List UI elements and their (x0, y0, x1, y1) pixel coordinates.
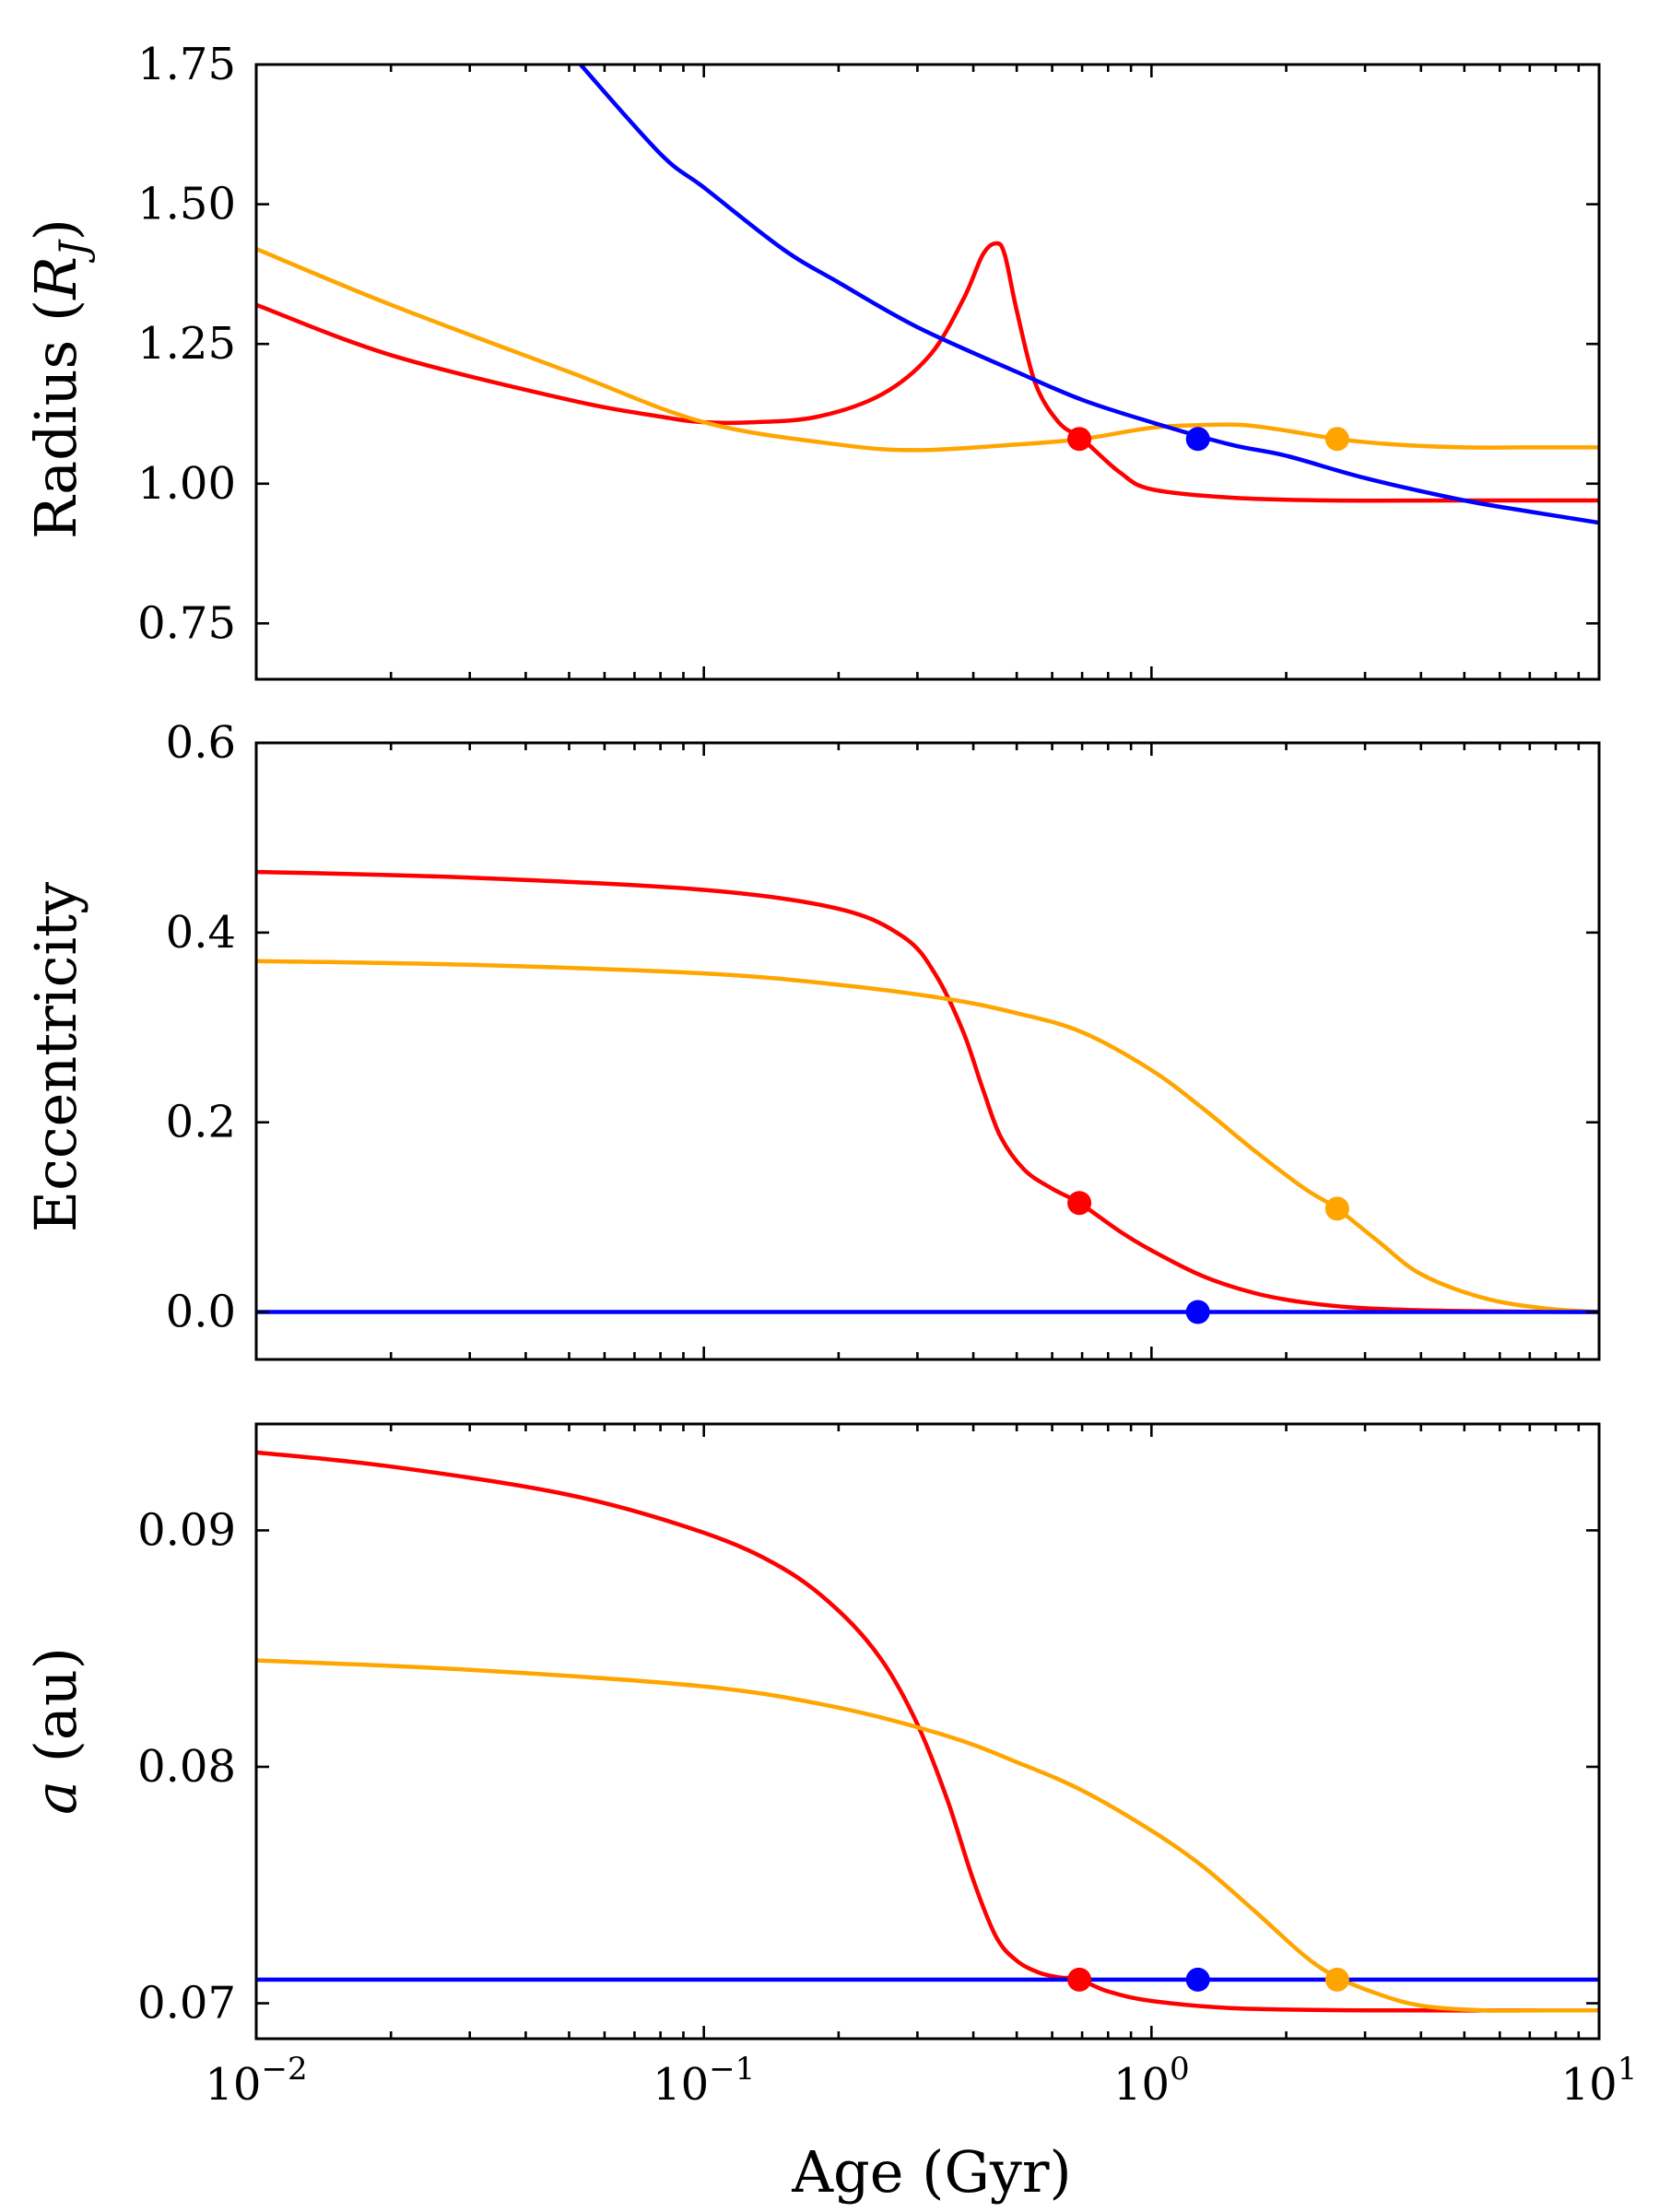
semimajor-axis-y-tick-label: 0.08 (137, 1741, 236, 1793)
x-tick-base: 10 (1113, 2059, 1170, 2111)
eccentricity-y-tick-label: 0.6 (166, 717, 236, 769)
eccentricity-series-layer (256, 869, 1599, 1314)
radius-red-marker (1067, 427, 1092, 452)
radius-ylabel-symbol: R (22, 256, 89, 300)
semimajor-axis-y-tick-label: 0.09 (137, 1504, 236, 1556)
eccentricity-red-line (256, 869, 1599, 1314)
semimajor-axis-ylabel-symbol: a (22, 1781, 89, 1815)
radius-blue-line (578, 65, 1599, 525)
semimajor-axis-marker-layer (1067, 1967, 1349, 1992)
semimajor-axis-panel: 0.07 0.08 0.09 a (au) (22, 1422, 1601, 2041)
semimajor-axis-y-tick-label: 0.07 (137, 1978, 236, 2030)
radius-panel: 0.75 1.00 1.25 1.50 1.75 Radius (RJ) (22, 39, 1601, 681)
x-tick-base: 10 (653, 2059, 709, 2111)
eccentricity-orange-marker (1324, 1196, 1349, 1221)
radius-y-tick-label: 1.75 (137, 39, 236, 90)
eccentricity-y-tick-label: 0.2 (166, 1097, 236, 1148)
semimajor-axis-axes-frame (254, 1422, 1601, 2041)
semimajor-axis-red-line (256, 1450, 1599, 2013)
radius-y-tick-label: 1.25 (137, 318, 236, 370)
eccentricity-orange-line (256, 959, 1599, 1314)
radius-tick-labels: 0.75 1.00 1.25 1.50 1.75 (137, 39, 236, 649)
x-tick-base: 10 (205, 2059, 261, 2111)
radius-marker-layer (1067, 427, 1349, 452)
radius-axes-frame (254, 63, 1601, 681)
semimajor-axis-orange-line (256, 1658, 1599, 2013)
radius-y-tick-label: 0.75 (137, 597, 236, 649)
eccentricity-blue-marker (1185, 1300, 1210, 1324)
semimajor-axis-red-marker (1067, 1967, 1092, 1992)
semimajor-axis-tick-labels: 0.07 0.08 0.09 (137, 1504, 236, 2029)
radius-red-line (256, 241, 1599, 503)
semimajor-axis-orange-marker (1324, 1967, 1349, 1992)
eccentricity-red-marker (1067, 1191, 1092, 1216)
semimajor-axis-series-layer (256, 1450, 1599, 2013)
eccentricity-y-tick-label: 0.4 (166, 907, 236, 959)
eccentricity-panel: 0.0 0.2 0.4 0.6 Eccentricity (22, 717, 1601, 1361)
x-tick-label: 100 (1113, 2051, 1190, 2111)
radius-y-tick-label: 1.00 (137, 458, 236, 510)
x-tick-label: 101 (1561, 2051, 1638, 2111)
semimajor-axis-ylabel-text: (au) (22, 1647, 89, 1781)
x-tick-label: 10−1 (653, 2051, 755, 2111)
radius-ylabel-close: ) (22, 218, 89, 241)
eccentricity-marker-layer (1067, 1191, 1349, 1324)
x-tick-exponent: 0 (1170, 2051, 1190, 2088)
x-tick-labels: 10−2 10−1 100 101 (205, 2051, 1637, 2111)
x-tick-label: 10−2 (205, 2051, 307, 2111)
x-tick-exponent: 1 (1618, 2051, 1638, 2088)
eccentricity-axes-frame (254, 741, 1601, 1361)
radius-ylabel: Radius (RJ) (22, 218, 96, 539)
radius-orange-marker (1324, 427, 1349, 452)
x-axis-label: Age (Gyr) (791, 2138, 1071, 2206)
radius-y-tick-label: 1.50 (137, 179, 236, 230)
x-tick-base: 10 (1561, 2059, 1618, 2111)
x-tick-exponent: −2 (261, 2051, 307, 2088)
x-tick-exponent: −1 (709, 2051, 755, 2088)
radius-ylabel-text: Radius ( (22, 300, 89, 539)
semimajor-axis-ylabel: a (au) (22, 1647, 89, 1815)
eccentricity-tick-labels: 0.0 0.2 0.4 0.6 (166, 717, 236, 1338)
eccentricity-y-tick-label: 0.0 (166, 1287, 236, 1338)
semimajor-axis-blue-marker (1185, 1967, 1210, 1992)
eccentricity-ylabel: Eccentricity (22, 882, 89, 1232)
radius-blue-marker (1185, 427, 1210, 452)
